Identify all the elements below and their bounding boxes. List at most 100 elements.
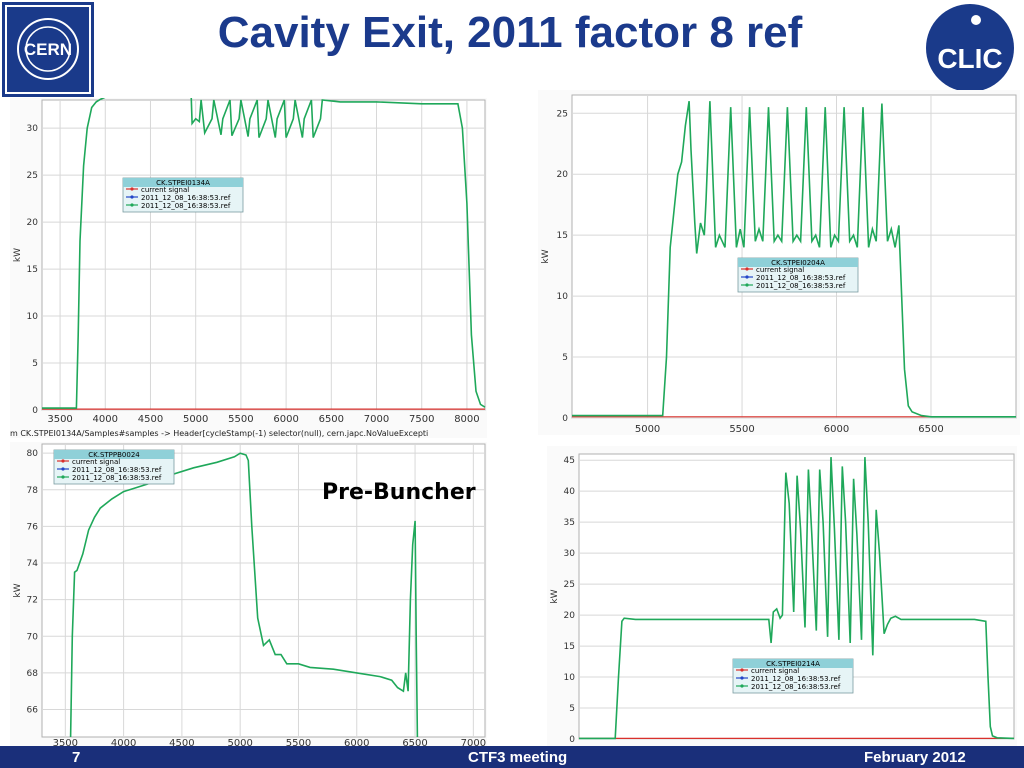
plot-area — [41, 99, 486, 411]
x-tick-label: 6000 — [273, 414, 298, 425]
legend-entry: current signal — [756, 266, 804, 274]
legend-header — [738, 258, 858, 267]
legend-marker — [130, 195, 134, 199]
y-tick-label: 66 — [27, 706, 39, 716]
legend-marker — [61, 459, 65, 463]
y-tick-label: 15 — [27, 265, 38, 275]
y-tick-label: 25 — [564, 580, 575, 590]
legend-entry: 2011_12_08_16:38:53.ref — [141, 194, 231, 202]
x-tick-label: 6000 — [824, 424, 849, 435]
y-tick-label: 74 — [27, 559, 39, 569]
legend-marker — [130, 187, 134, 191]
cern-logo-graphic: CERN — [5, 5, 91, 94]
y-tick-label: 15 — [557, 231, 568, 241]
y-tick-label: 30 — [564, 549, 576, 559]
y-tick-label: 0 — [562, 414, 568, 424]
legend-entry: 2011_12_08_16:38:53.ref — [756, 282, 846, 290]
footer-meeting: CTF3 meeting — [468, 749, 568, 766]
legend-entry: 2011_12_08_16:38:53.ref — [72, 474, 162, 482]
y-tick-label: 20 — [27, 218, 39, 228]
chart-bottom-left: 66 68 70 72 74 76 78 80 3500 4000 4500 5000 5500 6000… — [13, 443, 486, 749]
y-tick-label: 10 — [557, 292, 569, 302]
y-axis-label: kW — [13, 583, 23, 597]
legend-title: CK.STPEI0214A — [766, 660, 820, 668]
plot-area — [571, 94, 1017, 419]
legend-entry: 2011_12_08_16:38:53.ref — [751, 675, 841, 683]
legend-marker — [740, 684, 744, 688]
cern-logo-text: CERN — [24, 40, 72, 59]
y-tick-label: 78 — [27, 486, 39, 496]
page-number: 7 — [72, 749, 81, 766]
legend-entry: 2011_12_08_16:38:53.ref — [72, 466, 162, 474]
footer-bar — [0, 746, 1024, 768]
chart-panel-bottom-left: 66 68 70 72 74 76 78 80 3500 4000 4500 5000 5500 6000… — [10, 442, 487, 752]
chart-top-right: 0 5 10 15 20 25 5000 5500 6000 6500 kW CK.STPEI0204… — [541, 94, 1017, 435]
x-tick-label: 5500 — [286, 738, 311, 749]
x-tick-label: 4500 — [138, 414, 163, 425]
chart-top-left: 0 5 10 15 20 25 30 3500 4000 4500 5000 5500 6000 6500… — [10, 98, 486, 438]
x-tick-label: 7000 — [461, 738, 486, 749]
legend-entry: current signal — [72, 458, 120, 466]
legend-title: CK.STPEI0134A — [156, 179, 210, 187]
y-tick-label: 45 — [564, 456, 575, 466]
y-tick-label: 5 — [569, 704, 575, 714]
legend-marker — [745, 267, 749, 271]
y-axis-label: kW — [13, 248, 23, 262]
clic-logo: CLIC — [924, 2, 1016, 94]
chart-panel-top-left: 0 5 10 15 20 25 30 3500 4000 4500 5000 5500 6000 6500… — [10, 98, 487, 438]
y-tick-label: 68 — [27, 669, 39, 679]
y-tick-label: 0 — [32, 406, 38, 416]
legend-marker — [745, 283, 749, 287]
legend-marker — [740, 668, 744, 672]
footer-date: February 2012 — [864, 749, 966, 766]
y-tick-label: 10 — [564, 673, 576, 683]
x-tick-label: 3500 — [47, 414, 72, 425]
clic-logo-graphic: CLIC — [926, 4, 1014, 92]
legend-entry: 2011_12_08_16:38:53.ref — [141, 202, 231, 210]
chart-panel-bottom-right: 0 5 10 15 20 25 30 35 40 45 kW CK.STPEI0214A current… — [547, 446, 1017, 746]
x-tick-label: 8000 — [454, 414, 479, 425]
x-tick-label: 4000 — [93, 414, 118, 425]
y-axis-label: kW — [550, 589, 560, 603]
legend-entry: 2011_12_08_16:38:53.ref — [756, 274, 846, 282]
x-tick-label: 6500 — [319, 414, 344, 425]
status-text: m CK.STPEI0134A/Samples#samples -> Heade… — [10, 429, 428, 438]
x-tick-label: 5500 — [729, 424, 754, 435]
series-line-2 — [572, 100, 1016, 418]
x-tick-label: 6500 — [402, 738, 427, 749]
legend-header — [54, 450, 174, 459]
legend-entry: current signal — [751, 667, 799, 675]
y-tick-label: 76 — [27, 522, 39, 532]
x-tick-label: 7000 — [364, 414, 389, 425]
legend-marker — [61, 467, 65, 471]
x-tick-label: 4000 — [111, 738, 136, 749]
series-line-2 — [42, 98, 486, 409]
x-tick-label: 6500 — [918, 424, 943, 435]
y-tick-label: 10 — [27, 312, 39, 322]
legend-title: CK.STPEI0204A — [771, 259, 825, 267]
legend-entry: 2011_12_08_16:38:53.ref — [751, 683, 841, 691]
chart-bottom-right: 0 5 10 15 20 25 30 35 40 45 kW CK.STPEI0214Acurrent… — [550, 453, 1015, 745]
x-tick-label: 3500 — [53, 738, 78, 749]
x-tick-label: 5500 — [228, 414, 253, 425]
y-tick-label: 72 — [27, 596, 38, 606]
pre-buncher-label: Pre-Buncher — [322, 480, 476, 505]
y-tick-label: 70 — [27, 632, 39, 642]
legend-header — [733, 659, 853, 668]
legend-marker — [745, 275, 749, 279]
x-tick-label: 4500 — [169, 738, 194, 749]
legend-header — [123, 178, 243, 187]
y-tick-label: 15 — [564, 642, 575, 652]
y-tick-label: 20 — [557, 170, 569, 180]
y-tick-label: 0 — [569, 735, 575, 745]
series-line-2 — [69, 452, 419, 738]
y-tick-label: 40 — [564, 487, 576, 497]
x-tick-label: 5000 — [183, 414, 208, 425]
legend-title: CK.STPPB0024 — [88, 451, 140, 459]
y-axis-label: kW — [541, 249, 551, 263]
legend-marker — [61, 475, 65, 479]
y-tick-label: 30 — [27, 124, 39, 134]
legend-marker — [130, 203, 134, 207]
slide-title: Cavity Exit, 2011 factor 8 ref — [217, 8, 803, 57]
y-tick-label: 25 — [557, 109, 568, 119]
